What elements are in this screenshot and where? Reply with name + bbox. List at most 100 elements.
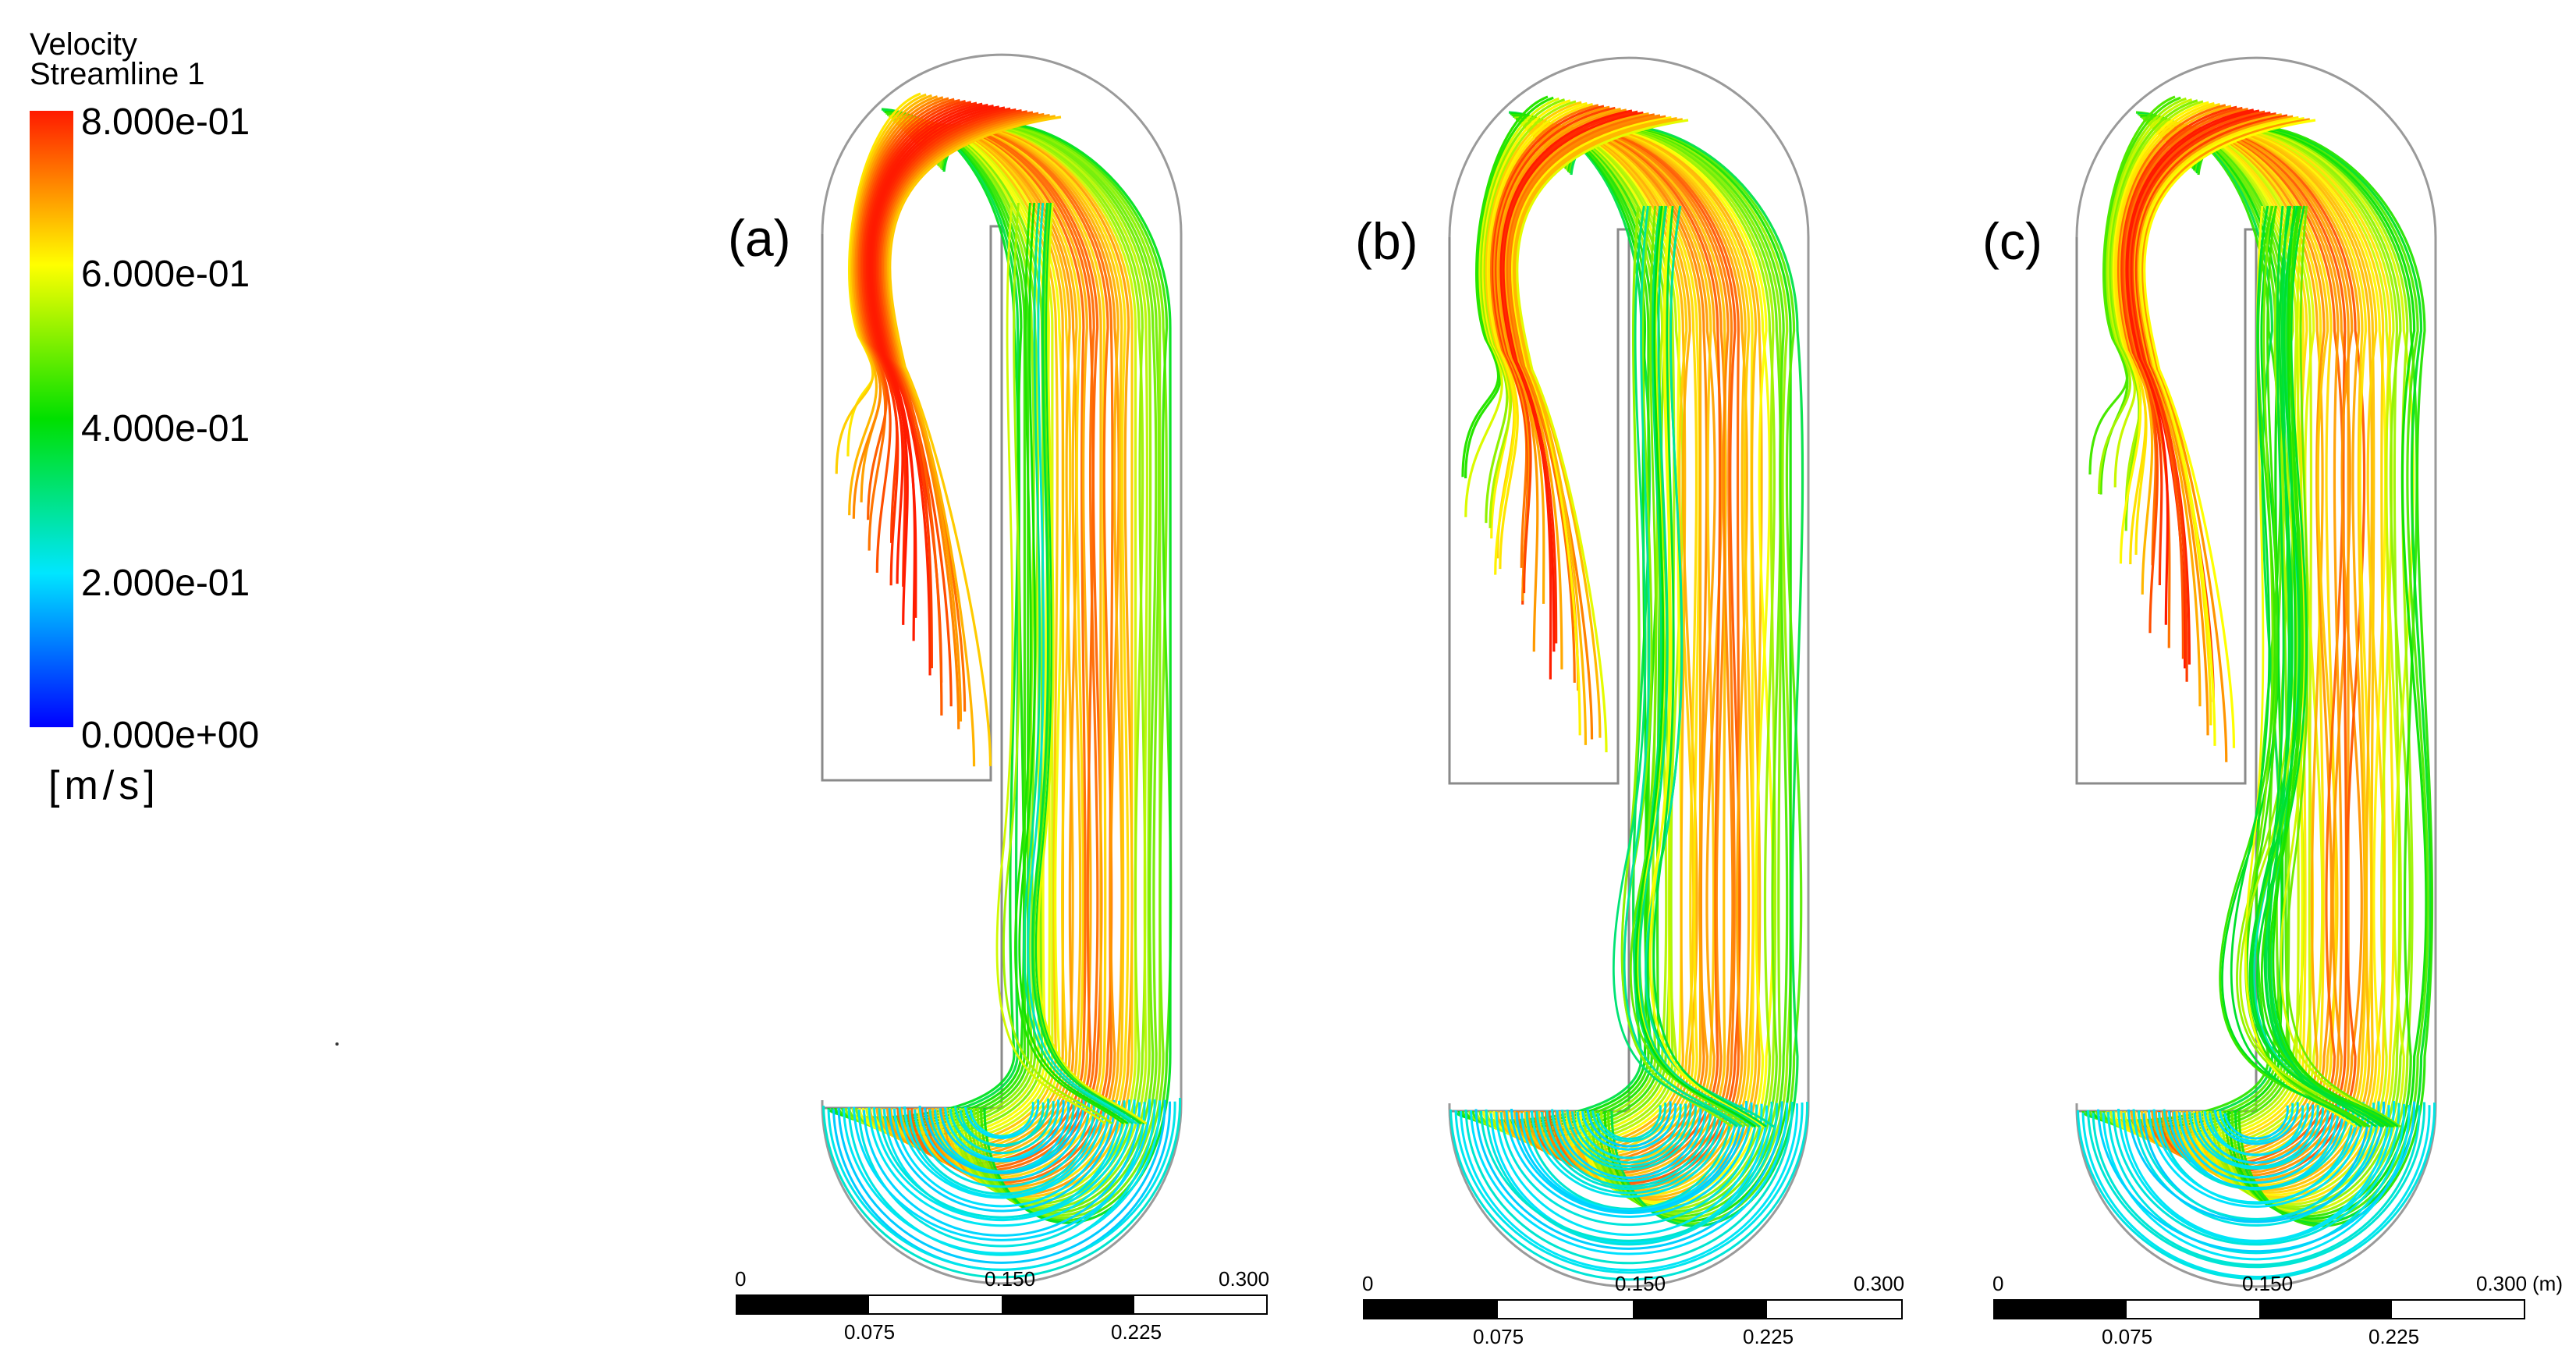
streamline <box>2127 1101 2386 1223</box>
scalebar-b: 0 0.150 0.300 0.075 0.225 <box>1362 1272 1904 1348</box>
streamline <box>2131 112 2276 682</box>
streamline <box>2112 101 2209 564</box>
streamline <box>919 125 1114 1184</box>
streamline <box>1520 1105 1738 1212</box>
streamline <box>1561 1102 1698 1170</box>
streamline <box>863 1102 1141 1237</box>
streamline <box>2163 1101 2350 1191</box>
streamline <box>852 96 944 519</box>
streamline <box>2188 1103 2325 1170</box>
panel-label-b: (b) <box>1355 212 1418 270</box>
streamline <box>859 98 960 574</box>
scale-tick-0.075: 0.075 <box>1473 1325 1524 1348</box>
streamline <box>1500 1104 1758 1227</box>
streamline <box>889 115 1062 766</box>
streamline <box>853 1099 1151 1241</box>
streamline <box>2107 98 2193 488</box>
streamline <box>1553 127 1762 1199</box>
streamline <box>2193 1104 2319 1168</box>
streamline <box>1510 1100 1748 1215</box>
streamline <box>2260 205 2396 1128</box>
streamline <box>937 123 1161 1215</box>
streamline <box>2109 99 2198 531</box>
streamline <box>882 122 1074 1156</box>
streamline <box>2142 1105 2370 1222</box>
streamline <box>1486 101 1588 575</box>
streamline <box>2120 105 2237 586</box>
streamline <box>827 108 1020 1119</box>
streamline <box>1648 205 1765 1128</box>
streamline <box>995 202 1106 1125</box>
streamline <box>1509 115 1666 740</box>
streamline <box>939 1099 1065 1163</box>
streamline <box>2098 97 2187 494</box>
streamline <box>1485 1101 1773 1246</box>
streamline <box>1545 127 1741 1184</box>
streamline <box>2176 127 2376 1191</box>
streamline <box>2144 126 2337 1163</box>
streamline <box>1531 1103 1728 1199</box>
streamline <box>1027 202 1137 1125</box>
streamline <box>1495 106 1616 594</box>
streamline <box>1634 205 1757 1128</box>
scale-tick-0.075: 0.075 <box>2102 1325 2152 1348</box>
streamline <box>1503 111 1644 680</box>
legend-tick-0.8: 8.000e-01 <box>81 101 250 143</box>
scale-tick-0.150: 0.150 <box>2242 1272 2293 1295</box>
scale-tick-0.225: 0.225 <box>2368 1325 2419 1348</box>
streamline <box>860 100 966 543</box>
streamline <box>931 123 1147 1206</box>
streamline <box>1506 113 1655 683</box>
streamline <box>1623 205 1743 1128</box>
streamline <box>1564 126 1789 1218</box>
streamline <box>2113 101 2215 556</box>
streamline <box>893 1100 1111 1208</box>
streamline <box>2193 126 2428 1220</box>
streamline <box>2077 1102 2436 1280</box>
streamline <box>1454 111 1651 1122</box>
streamline <box>1490 1105 1769 1245</box>
streamline <box>1581 1103 1677 1151</box>
legend-title: Velocity <box>30 27 137 62</box>
streamline <box>2186 126 2401 1209</box>
streamline <box>1551 1101 1708 1182</box>
streamline <box>1480 98 1566 524</box>
streamlines-c <box>2077 95 2436 1280</box>
streamline <box>935 123 1158 1213</box>
streamline <box>1570 125 1804 1227</box>
streamline <box>1481 99 1571 539</box>
streamline <box>2138 115 2299 726</box>
streamline <box>2244 205 2366 1128</box>
streamline <box>1586 1101 1672 1148</box>
streamline <box>2147 126 2344 1166</box>
streamline <box>2219 1103 2294 1143</box>
streamline <box>2165 127 2363 1177</box>
streamline <box>1516 119 1689 753</box>
streamline <box>1023 202 1134 1125</box>
streamline <box>1591 1103 1667 1143</box>
scalebar-c: 0 0.150 0.300 (m) 0.075 0.225 <box>1992 1272 2563 1348</box>
streamline <box>969 1101 1034 1138</box>
streamline <box>1501 110 1638 644</box>
streamline <box>2136 115 2294 736</box>
streamline <box>2272 205 2390 1128</box>
streamline <box>1489 104 1599 568</box>
streamline <box>2154 126 2351 1170</box>
stray-dot <box>335 1042 339 1046</box>
streamline <box>2267 205 2383 1128</box>
streamline <box>1552 127 1755 1196</box>
streamline <box>887 115 1056 767</box>
streamline <box>2173 128 2373 1187</box>
streamline <box>2137 125 2333 1159</box>
streamline <box>2178 1104 2335 1184</box>
streamline <box>898 1099 1105 1199</box>
streamline <box>885 114 1050 722</box>
streamline <box>2190 126 2414 1216</box>
streamline <box>2191 126 2418 1218</box>
streamline <box>2161 127 2351 1175</box>
streamline <box>2152 1101 2360 1204</box>
streamline <box>1505 1102 1753 1218</box>
streamline <box>2119 105 2232 595</box>
streamline <box>1460 1103 1799 1272</box>
streamline <box>1566 126 1793 1220</box>
